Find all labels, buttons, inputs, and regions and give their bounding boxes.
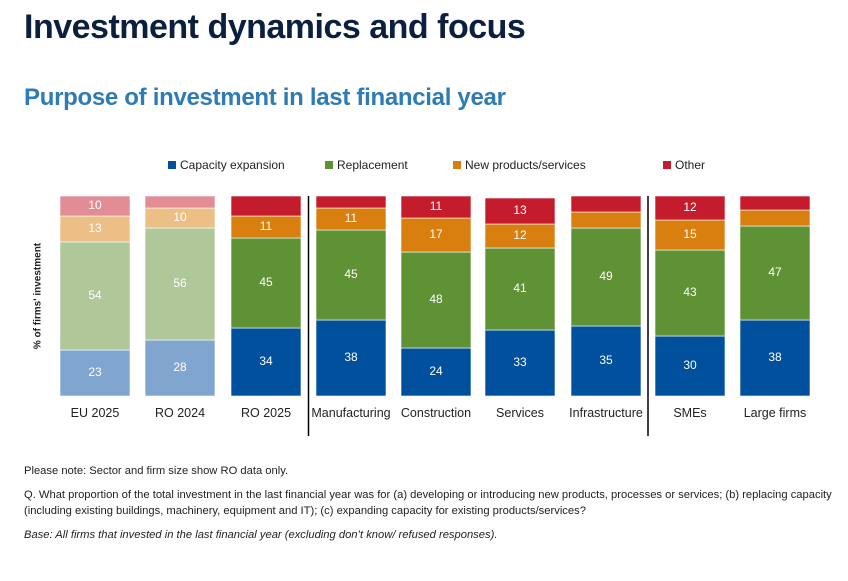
data-label: 17 — [429, 227, 443, 241]
data-label: 49 — [599, 269, 613, 283]
data-label: 43 — [683, 285, 697, 299]
bar-segment-manufacturing-capacity-expansion — [315, 319, 387, 397]
x-tick-label: Large firms — [744, 406, 807, 420]
data-label: 47 — [768, 265, 782, 279]
legend-label: Other — [675, 158, 706, 172]
legend-item-new-products: New products/services — [453, 158, 586, 172]
bar-segment-eu-2025-replacement — [59, 241, 131, 351]
x-tick-label: SMEs — [673, 406, 706, 420]
legend-label: Capacity expansion — [180, 158, 285, 172]
legend-swatch-new-products — [453, 161, 461, 169]
bar-segment-construction-replacement — [400, 251, 472, 349]
bar-segment-construction-new-products-services — [400, 217, 472, 253]
bar-segment-construction-capacity-expansion — [400, 347, 472, 397]
bar-segment-large-firms-other — [739, 195, 811, 211]
bar-segment-smes-other — [654, 195, 726, 221]
data-label: 13 — [513, 203, 527, 217]
data-label: 10 — [173, 210, 187, 224]
bar-segment-ro-2024-capacity-expansion — [144, 339, 216, 397]
legend-item-capacity-expansion: Capacity expansion — [168, 158, 285, 172]
chart-subtitle: Purpose of investment in last financial … — [24, 84, 506, 111]
bar-segment-ro-2025-replacement — [230, 237, 302, 329]
data-label: 11 — [430, 199, 443, 213]
bar-segment-infrastructure-replacement — [570, 227, 642, 327]
bar-segment-eu-2025-other — [59, 195, 131, 217]
x-tick-label: RO 2025 — [241, 406, 291, 420]
data-label: 54 — [88, 288, 102, 302]
stacked-bar-chart: 23 54 13 10 EU 2025 28 56 10 RO 2024 34 45 11 RO 202… — [59, 195, 811, 436]
bar-segment-infrastructure-capacity-expansion — [570, 325, 642, 397]
bar-segment-ro-2025-other — [230, 195, 302, 217]
data-label: 12 — [683, 200, 697, 214]
data-label: 12 — [513, 228, 527, 242]
x-tick-label: Construction — [401, 406, 471, 420]
bar-segment-infrastructure-other — [570, 195, 642, 213]
legend-swatch-capacity-expansion — [168, 161, 176, 169]
page-title: Investment dynamics and focus — [24, 8, 526, 46]
bar-segment-infrastructure-new-products-services — [570, 211, 642, 229]
legend-label: New products/services — [465, 158, 586, 172]
data-label: 30 — [683, 358, 697, 372]
question-text: Q. What proportion of the total investme… — [24, 489, 832, 517]
bar-segment-smes-capacity-expansion — [654, 335, 726, 397]
bar-segment-ro-2024-replacement — [144, 227, 216, 341]
legend-swatch-replacement — [325, 161, 333, 169]
data-label: 33 — [513, 355, 527, 369]
data-label: 28 — [173, 360, 187, 374]
x-tick-label: Services — [496, 406, 544, 420]
bar-segment-eu-2025-new-products-services — [59, 215, 131, 243]
bar-segment-smes-replacement — [654, 249, 726, 337]
data-label: 15 — [683, 227, 697, 241]
legend-item-other: Other — [663, 158, 705, 172]
data-label: 11 — [345, 211, 358, 225]
data-label: 56 — [173, 276, 187, 290]
data-label: 45 — [259, 275, 273, 289]
x-tick-label: Manufacturing — [311, 406, 390, 420]
footnotes: Please note: Sector and firm size show R… — [24, 463, 834, 551]
bar-segment-large-firms-capacity-expansion — [739, 319, 811, 397]
legend-item-replacement: Replacement — [325, 158, 408, 172]
chart-legend: Capacity expansion Replacement New produ… — [0, 158, 848, 176]
bar-segment-construction-other — [400, 195, 472, 219]
data-label: 38 — [344, 350, 358, 364]
data-label: 35 — [599, 353, 613, 367]
data-label: 11 — [260, 219, 273, 233]
bar-segment-large-firms-new-products-services — [739, 209, 811, 227]
bar-segment-ro-2025-capacity-expansion — [230, 327, 302, 397]
bar-segment-eu-2025-capacity-expansion — [59, 349, 131, 397]
bar-segment-services-replacement — [484, 247, 556, 331]
x-tick-label: RO 2024 — [155, 406, 205, 420]
data-label: 38 — [768, 350, 782, 364]
data-label: 13 — [88, 221, 102, 235]
legend-label: Replacement — [337, 158, 408, 172]
data-label: 41 — [513, 281, 527, 295]
legend-swatch-other — [663, 161, 671, 169]
bar-segment-services-capacity-expansion — [484, 329, 556, 397]
data-label: 45 — [344, 267, 358, 281]
data-label: 23 — [88, 365, 102, 379]
bar-segment-services-other — [484, 197, 556, 225]
x-tick-label: Infrastructure — [569, 406, 643, 420]
data-label: 48 — [429, 292, 443, 306]
bar-segment-manufacturing-other — [315, 195, 387, 209]
data-label: 10 — [88, 198, 102, 212]
base-text: Base: All firms that invested in the las… — [24, 529, 498, 541]
x-tick-label: EU 2025 — [71, 406, 120, 420]
data-label: 34 — [259, 354, 273, 368]
bar-segment-ro-2024-other — [144, 195, 216, 209]
bar-segment-manufacturing-replacement — [315, 229, 387, 321]
note-text: Please note: Sector and firm size show R… — [24, 465, 289, 477]
data-label: 24 — [429, 364, 443, 378]
